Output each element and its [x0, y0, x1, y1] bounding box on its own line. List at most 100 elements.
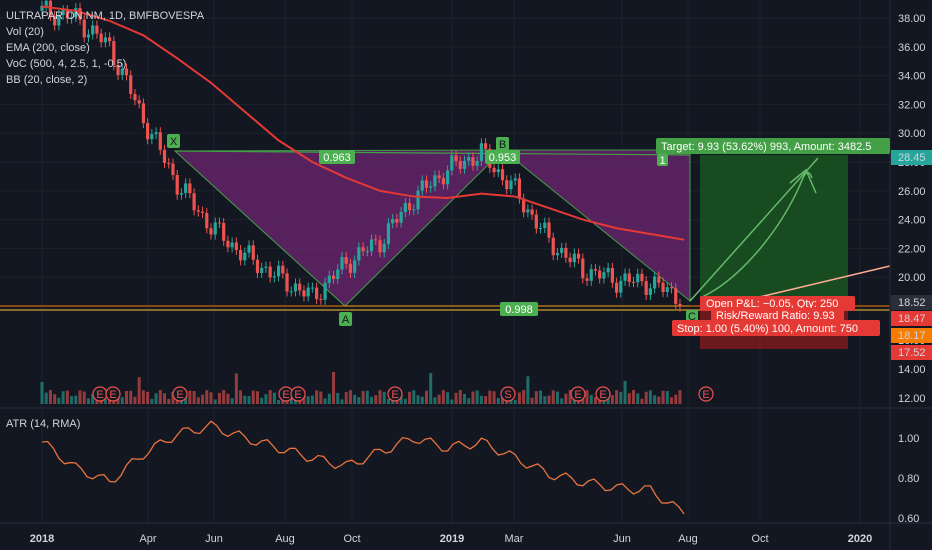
volume-bar: [636, 393, 640, 404]
target-label[interactable]: Target: 9.93 (53.62%) 993, Amount: 3482.…: [656, 138, 890, 154]
volume-bar: [340, 399, 344, 404]
candle-body: [116, 65, 120, 76]
volume-bar: [492, 391, 496, 404]
volume-bar: [78, 390, 82, 404]
volume-bar: [332, 372, 336, 404]
volume-bar: [226, 393, 230, 404]
volume-bar: [171, 391, 175, 404]
volume-bar: [184, 396, 188, 404]
volume-bar: [648, 390, 652, 404]
volume-bar: [593, 397, 597, 404]
candle-body: [522, 198, 526, 213]
volume-bar: [209, 392, 213, 404]
projection-arrow: [789, 168, 817, 194]
candle-body: [640, 273, 644, 282]
event-marker[interactable]: E: [698, 386, 714, 402]
time-tick: Aug: [678, 533, 698, 545]
candle-body: [167, 162, 171, 164]
volume-bar: [653, 395, 657, 404]
atr-tick: 1.00: [898, 433, 919, 445]
candle-body: [141, 103, 145, 124]
svg-text:S: S: [504, 389, 511, 401]
volume-bar: [315, 390, 319, 404]
volume-bar: [348, 390, 352, 404]
candle-body: [226, 240, 230, 248]
candle-body: [678, 303, 682, 307]
candle-body: [462, 160, 467, 169]
event-marker[interactable]: E: [387, 386, 403, 402]
volume-bar: [526, 376, 530, 404]
price-candles: [40, 0, 682, 312]
volume-bar: [70, 396, 74, 404]
candle-body: [192, 193, 196, 211]
svg-text:Open P&L: −0.05, Qty: 250: Open P&L: −0.05, Qty: 250: [706, 298, 838, 310]
volume-bar: [619, 391, 623, 404]
candle-body: [264, 266, 268, 268]
volume-bar: [57, 397, 61, 404]
candle-body: [277, 265, 281, 277]
candle-body: [631, 281, 636, 283]
volume-bar: [319, 391, 323, 404]
trade-marker[interactable]: 1: [657, 154, 668, 167]
candle-body: [623, 273, 627, 281]
volume-bar: [424, 390, 428, 404]
event-marker[interactable]: E: [92, 386, 108, 402]
volume-bar: [125, 390, 128, 404]
price-tick: 32.00: [898, 99, 926, 111]
point-x-label[interactable]: X: [167, 134, 180, 148]
candle-body: [348, 263, 353, 273]
point-a-label[interactable]: A: [339, 312, 352, 326]
point-c-label[interactable]: C: [686, 310, 698, 323]
event-marker[interactable]: E: [290, 386, 306, 402]
volume-bar: [665, 391, 669, 404]
candle-body: [53, 15, 57, 26]
svg-text:Stop: 1.00 (5.40%) 100, Amount: Stop: 1.00 (5.40%) 100, Amount: 750: [677, 323, 858, 335]
candle-body: [538, 228, 543, 230]
price-tick: 34.00: [898, 71, 926, 83]
svg-text:0.953: 0.953: [489, 152, 517, 164]
stop-label[interactable]: Stop: 1.00 (5.40%) 100, Amount: 750: [672, 320, 880, 336]
time-tick: Oct: [343, 533, 360, 545]
volume-bar: [327, 393, 331, 404]
indicator-volume: Vol (20): [6, 26, 44, 38]
event-marker[interactable]: E: [105, 386, 121, 402]
candle-body: [543, 222, 547, 229]
point-b-label[interactable]: B: [496, 137, 509, 151]
volume-bar: [433, 397, 437, 404]
volume-bar: [496, 397, 500, 404]
candle-body: [450, 155, 454, 171]
volume-bar: [568, 390, 572, 404]
volume-bar: [251, 390, 255, 404]
candle-body: [391, 219, 395, 224]
event-marker[interactable]: E: [595, 386, 611, 402]
candle-body: [120, 68, 124, 76]
volume-bar: [222, 390, 226, 404]
candle-body: [467, 157, 471, 161]
candle-body: [243, 252, 247, 261]
time-tick: 2018: [30, 533, 54, 545]
volume-bar: [441, 390, 445, 404]
indicator-bb: BB (20, close, 2): [6, 74, 87, 86]
volume-bar: [277, 399, 281, 404]
candle-body: [137, 100, 141, 104]
time-tick: Aug: [275, 533, 295, 545]
volume-bar: [416, 395, 420, 404]
volume-bar: [463, 393, 466, 404]
volume-bar: [412, 390, 416, 404]
atr-axis: 1.00 0.80 0.60: [898, 433, 919, 525]
event-marker[interactable]: E: [570, 386, 586, 402]
open-pl-label[interactable]: Open P&L: −0.05, Qty: 250: [700, 296, 855, 311]
svg-text:A: A: [342, 314, 350, 326]
candle-body: [289, 291, 293, 293]
volume-bar: [471, 391, 475, 404]
volume-bar: [163, 393, 167, 404]
candle-body: [336, 269, 340, 279]
candle-body: [285, 273, 289, 292]
candle-body: [323, 282, 327, 300]
candle-body: [526, 209, 530, 213]
risk-reward-label[interactable]: Risk/Reward Ratio: 9.93: [711, 308, 844, 322]
event-marker[interactable]: E: [172, 386, 188, 402]
candle-body: [471, 157, 475, 166]
event-marker[interactable]: S: [500, 386, 516, 402]
volume-bar: [120, 397, 124, 404]
